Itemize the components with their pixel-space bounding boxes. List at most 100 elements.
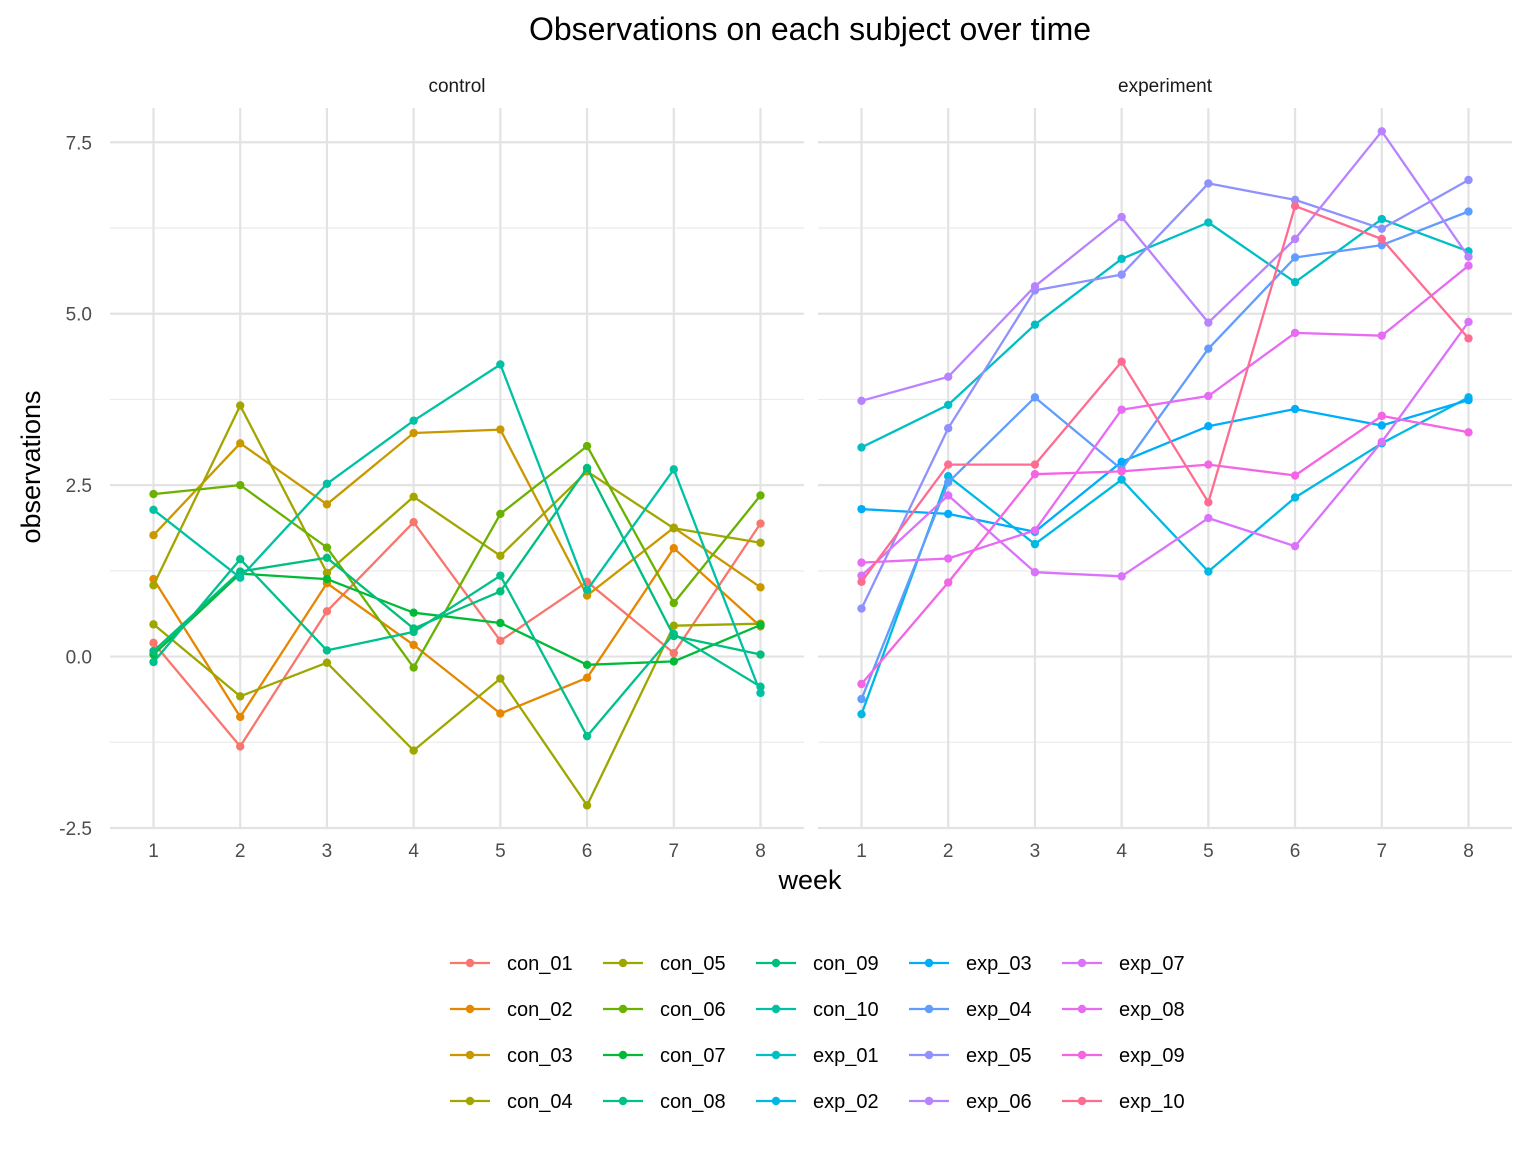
data-point-exp_02 xyxy=(1290,493,1300,502)
legend-item-con_03: con_03 xyxy=(450,1045,573,1067)
legend-key-point xyxy=(1077,958,1087,968)
data-point-con_03 xyxy=(756,583,765,592)
series-con_03 xyxy=(149,425,765,600)
data-point-con_10 xyxy=(582,585,592,595)
panel-strip-label: control xyxy=(428,76,485,97)
legend-label: con_04 xyxy=(507,1091,573,1113)
data-point-con_09 xyxy=(582,463,592,473)
legend-key-point xyxy=(1077,1096,1087,1106)
data-point-con_09 xyxy=(756,650,765,659)
data-point-exp_04 xyxy=(1464,207,1473,216)
x-tick-label: 3 xyxy=(1030,841,1041,862)
x-tick-label: 6 xyxy=(1290,841,1301,862)
data-point-exp_09 xyxy=(1290,471,1300,480)
data-point-con_04 xyxy=(409,492,418,501)
data-point-con_03 xyxy=(236,439,245,448)
data-point-exp_09 xyxy=(857,679,866,689)
series-exp_03 xyxy=(857,395,1473,536)
y-tick-label: -2.5 xyxy=(59,819,92,840)
legend-label: exp_03 xyxy=(966,953,1032,975)
data-point-exp_01 xyxy=(857,443,866,452)
data-point-con_02 xyxy=(236,712,245,722)
legend-item-exp_08: exp_08 xyxy=(1062,999,1185,1021)
data-point-exp_10 xyxy=(1204,498,1213,507)
data-point-exp_07 xyxy=(1117,572,1126,581)
data-point-con_07 xyxy=(756,620,765,630)
legend-label: con_02 xyxy=(507,999,573,1021)
data-point-exp_03 xyxy=(1464,395,1473,405)
data-point-exp_03 xyxy=(1117,457,1126,467)
data-point-con_01 xyxy=(409,517,418,527)
data-point-exp_06 xyxy=(1117,212,1126,222)
data-point-exp_08 xyxy=(944,554,953,563)
data-point-con_03 xyxy=(496,425,505,434)
data-point-con_04 xyxy=(496,551,505,560)
legend-key-point xyxy=(465,1050,475,1060)
series-line-con_09 xyxy=(152,466,761,656)
data-point-exp_01 xyxy=(1290,277,1300,287)
legend-key-point xyxy=(924,1050,934,1060)
data-point-con_05 xyxy=(322,658,332,667)
legend-item-exp_10: exp_10 xyxy=(1062,1091,1185,1113)
y-tick-label: 0.0 xyxy=(66,648,92,669)
data-point-exp_04 xyxy=(1204,344,1213,353)
data-point-exp_05 xyxy=(1204,179,1213,188)
data-point-exp_06 xyxy=(857,396,866,405)
legend-label: con_05 xyxy=(660,953,726,975)
data-point-con_07 xyxy=(669,657,678,666)
data-point-con_07 xyxy=(322,574,332,584)
panel-control: control 1 2 3 4 5 6 7 8 -2.5 0.0 2.5 5.0 7.5 xyxy=(59,76,804,862)
data-point-con_04 xyxy=(236,401,245,410)
data-point-con_10 xyxy=(236,573,245,582)
data-point-con_06 xyxy=(496,509,505,519)
legend-label: con_09 xyxy=(813,953,879,975)
data-point-con_09 xyxy=(322,553,332,563)
data-point-exp_09 xyxy=(944,578,953,587)
legend-item-con_09: con_09 xyxy=(756,953,879,975)
data-point-exp_08 xyxy=(1377,331,1386,340)
legend-label: exp_07 xyxy=(1119,953,1185,975)
data-point-exp_07 xyxy=(1377,437,1386,447)
data-point-con_04 xyxy=(756,538,765,547)
data-point-con_01 xyxy=(669,648,678,658)
legend-label: exp_08 xyxy=(1119,999,1185,1021)
data-point-exp_07 xyxy=(1290,541,1300,551)
x-tick-label: 5 xyxy=(495,841,506,862)
data-point-exp_04 xyxy=(1290,253,1300,262)
data-point-con_01 xyxy=(236,742,245,751)
legend-item-exp_05: exp_05 xyxy=(909,1045,1032,1067)
data-point-con_01 xyxy=(322,607,332,616)
y-tick-label: 5.0 xyxy=(66,305,92,326)
data-point-con_03 xyxy=(149,531,158,540)
data-point-con_09 xyxy=(669,631,678,641)
data-point-con_10 xyxy=(669,465,678,474)
legend-key-point xyxy=(924,1096,934,1106)
series-line-exp_05 xyxy=(860,178,1470,610)
data-point-exp_05 xyxy=(1290,195,1300,205)
data-point-exp_09 xyxy=(1464,428,1473,437)
legend-key-point xyxy=(1077,1050,1087,1060)
data-point-con_02 xyxy=(496,709,505,718)
data-point-exp_05 xyxy=(1464,175,1473,185)
legend-item-con_04: con_04 xyxy=(450,1091,573,1113)
legend-label: exp_10 xyxy=(1119,1091,1185,1113)
legend-item-con_06: con_06 xyxy=(603,999,726,1021)
legend-label: exp_06 xyxy=(966,1091,1032,1113)
data-point-con_05 xyxy=(236,692,245,701)
series-line-exp_03 xyxy=(861,398,1469,533)
legend-label: con_01 xyxy=(507,953,573,975)
series-con_06 xyxy=(149,441,765,672)
data-point-con_02 xyxy=(582,673,592,683)
data-point-con_06 xyxy=(582,441,592,451)
x-axis-label: week xyxy=(777,865,842,895)
legend-label: con_10 xyxy=(813,999,879,1021)
data-point-exp_04 xyxy=(1030,393,1040,402)
data-point-con_09 xyxy=(236,567,245,576)
legend-item-exp_09: exp_09 xyxy=(1062,1045,1185,1067)
legend-key-point xyxy=(771,1050,781,1060)
data-point-exp_06 xyxy=(944,372,953,381)
data-point-exp_09 xyxy=(1204,460,1213,469)
series-exp_08 xyxy=(857,261,1473,567)
x-tick-label: 8 xyxy=(1463,841,1474,862)
data-point-exp_10 xyxy=(1464,334,1473,343)
